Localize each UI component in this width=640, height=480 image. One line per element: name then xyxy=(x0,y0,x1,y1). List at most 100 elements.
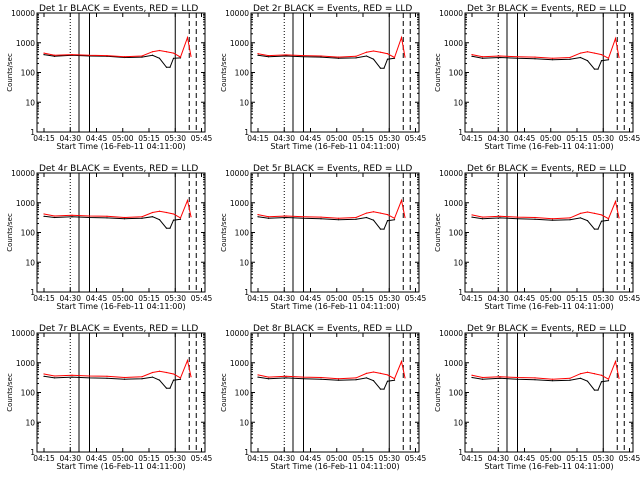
x-tick-label: 04:15 xyxy=(461,134,483,143)
data-point-events xyxy=(355,379,357,381)
data-point-lld xyxy=(499,55,501,57)
y-tick-label: 10000 xyxy=(439,9,463,18)
x-tick-label: 05:45 xyxy=(405,134,427,143)
data-point-events xyxy=(158,57,161,59)
y-tick-label: 100 xyxy=(21,69,36,78)
data-point-events xyxy=(257,216,259,218)
data-point-events xyxy=(607,380,610,382)
data-point-lld xyxy=(190,376,192,378)
data-point-lld xyxy=(386,374,389,376)
x-tick-label: 04:30 xyxy=(487,454,509,463)
series-line-events xyxy=(43,215,181,229)
data-point-events xyxy=(285,216,287,219)
data-point-events xyxy=(516,57,519,59)
data-point-lld xyxy=(400,36,403,39)
data-point-events xyxy=(365,216,368,219)
data-point-events xyxy=(141,217,143,219)
plot-frame xyxy=(250,172,420,293)
x-axis-label: Start Time (16-Feb-11 04:11:00) xyxy=(484,302,613,311)
data-point-events xyxy=(471,376,473,379)
data-point-events xyxy=(169,227,171,229)
x-axis-label: Start Time (16-Feb-11 04:11:00) xyxy=(484,462,613,471)
data-point-events xyxy=(481,218,484,220)
data-point-events xyxy=(285,55,287,57)
x-tick-label: 04:30 xyxy=(487,134,509,143)
y-tick-label: 1000 xyxy=(230,359,249,368)
x-tick-label: 04:45 xyxy=(300,454,322,463)
y-axis-label: Counts/sec xyxy=(434,53,442,92)
y-tick-label: 100 xyxy=(235,389,250,398)
data-point-events xyxy=(586,220,589,222)
data-point-events xyxy=(534,218,536,220)
data-point-lld xyxy=(285,215,287,217)
x-tick-label: 05:30 xyxy=(378,294,400,303)
chart-title: Det 5r BLACK = Events, RED = LLD xyxy=(253,164,412,174)
data-point-lld xyxy=(179,217,182,219)
y-axis-label: Counts/sec xyxy=(220,53,228,92)
x-tick-label: 04:45 xyxy=(300,294,322,303)
data-point-lld xyxy=(614,200,617,203)
data-point-events xyxy=(534,379,536,381)
data-point-events xyxy=(365,377,368,379)
data-point-lld xyxy=(53,54,56,56)
series-line-lld xyxy=(43,358,192,379)
data-point-events xyxy=(379,228,382,230)
x-tick-label: 04:15 xyxy=(247,454,269,463)
series-line-lld xyxy=(257,359,406,380)
data-point-lld xyxy=(618,217,620,219)
data-point-events xyxy=(169,66,171,68)
x-tick-label: 04:30 xyxy=(59,134,81,143)
data-point-lld xyxy=(337,378,340,380)
data-point-lld xyxy=(404,216,406,219)
data-point-events xyxy=(372,58,375,60)
x-tick-label: 05:15 xyxy=(138,134,160,143)
data-point-lld xyxy=(257,374,259,376)
data-point-lld xyxy=(172,373,175,375)
data-point-lld xyxy=(393,378,396,380)
y-tick-label: 1000 xyxy=(444,39,463,48)
data-point-lld xyxy=(257,213,259,216)
x-tick-label: 05:45 xyxy=(405,454,427,463)
data-point-lld xyxy=(190,216,192,218)
x-tick-label: 05:15 xyxy=(138,294,160,303)
data-point-events xyxy=(179,378,182,380)
data-point-lld xyxy=(106,375,108,377)
x-axis-label: Start Time (16-Feb-11 04:11:00) xyxy=(270,462,399,471)
data-point-lld xyxy=(165,51,168,53)
data-point-lld xyxy=(43,52,45,54)
series-line-lld xyxy=(471,359,620,380)
data-point-events xyxy=(499,377,501,379)
x-tick-label: 04:45 xyxy=(86,454,108,463)
x-tick-label: 05:30 xyxy=(378,454,400,463)
data-point-lld xyxy=(534,377,536,379)
data-point-events xyxy=(499,56,501,59)
data-point-events xyxy=(481,57,484,59)
plot-frame xyxy=(464,12,634,133)
y-tick-label: 1000 xyxy=(444,359,463,368)
y-axis-label: Counts/sec xyxy=(220,373,228,412)
series-line-events xyxy=(471,55,609,70)
data-point-lld xyxy=(179,377,182,379)
series-line-lld xyxy=(257,198,406,220)
data-point-lld xyxy=(393,56,396,59)
data-point-events xyxy=(302,217,305,219)
data-point-lld xyxy=(71,374,73,376)
x-tick-label: 05:30 xyxy=(592,294,614,303)
data-point-lld xyxy=(53,215,56,217)
data-point-events xyxy=(516,218,519,220)
data-point-events xyxy=(597,389,599,391)
data-point-lld xyxy=(569,217,571,219)
data-point-events xyxy=(53,55,56,57)
data-point-events xyxy=(579,377,582,379)
data-point-events xyxy=(337,219,340,221)
data-point-lld xyxy=(481,56,484,58)
data-point-events xyxy=(355,218,357,220)
data-point-events xyxy=(551,219,554,221)
series-line-events xyxy=(471,216,609,230)
y-tick-label: 1 xyxy=(244,448,249,457)
data-point-events xyxy=(593,389,596,391)
data-point-lld xyxy=(618,56,620,59)
x-tick-label: 04:30 xyxy=(273,454,295,463)
data-point-lld xyxy=(404,56,406,58)
data-point-events xyxy=(71,376,73,378)
